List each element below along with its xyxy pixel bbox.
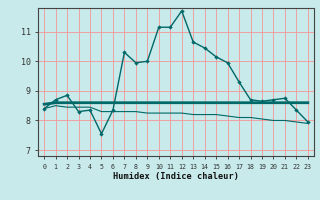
X-axis label: Humidex (Indice chaleur): Humidex (Indice chaleur) <box>113 172 239 181</box>
